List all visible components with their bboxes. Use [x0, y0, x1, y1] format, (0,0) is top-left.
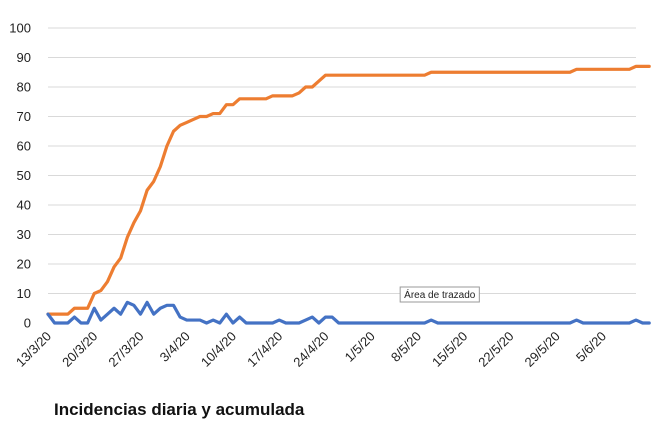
x-tick-label: 10/4/20: [198, 329, 239, 370]
y-tick-label: 90: [17, 50, 31, 65]
y-axis: 0 10 20 30 40 50 60 70 80 90 100: [9, 21, 31, 331]
x-tick-label: 20/3/20: [59, 329, 100, 370]
y-tick-label: 10: [17, 286, 31, 301]
chart-title: Incidencias diaria y acumulada: [54, 400, 305, 419]
y-tick-label: 40: [17, 198, 31, 213]
gridlines: [48, 27, 636, 294]
x-tick-label: 13/3/20: [13, 329, 54, 370]
x-tick-label: 27/3/20: [105, 329, 146, 370]
y-tick-label: 100: [9, 21, 31, 36]
x-tick-label: 5/6/20: [573, 329, 609, 365]
series-group: [46, 64, 651, 325]
y-tick-label: 50: [17, 168, 31, 183]
x-tick-label: 17/4/20: [244, 329, 285, 370]
plot-area-tooltip: Área de trazado: [399, 286, 480, 303]
x-axis: 13/3/20 20/3/20 27/3/20 3/4/20 10/4/20 17/4/2…: [13, 329, 609, 370]
y-tick-label: 70: [17, 109, 31, 124]
y-tick-label: 80: [17, 80, 31, 95]
y-tick-label: 0: [24, 316, 31, 331]
y-tick-label: 30: [17, 227, 31, 242]
x-tick-label: 1/5/20: [342, 329, 378, 365]
series-line-2: [46, 300, 651, 325]
x-tick-label: 8/5/20: [388, 329, 424, 365]
tooltip-label: Área de trazado: [404, 288, 476, 301]
x-tick-label: 29/5/20: [522, 329, 563, 370]
x-tick-label: 24/4/20: [290, 329, 331, 370]
x-tick-label: 3/4/20: [157, 329, 193, 365]
tooltip-box: [399, 286, 480, 303]
x-tick-label: 22/5/20: [475, 329, 516, 370]
y-tick-label: 20: [17, 257, 31, 272]
x-tick-label: 15/5/20: [429, 329, 470, 370]
y-tick-label: 60: [17, 139, 31, 154]
series-line-1: [46, 64, 651, 316]
